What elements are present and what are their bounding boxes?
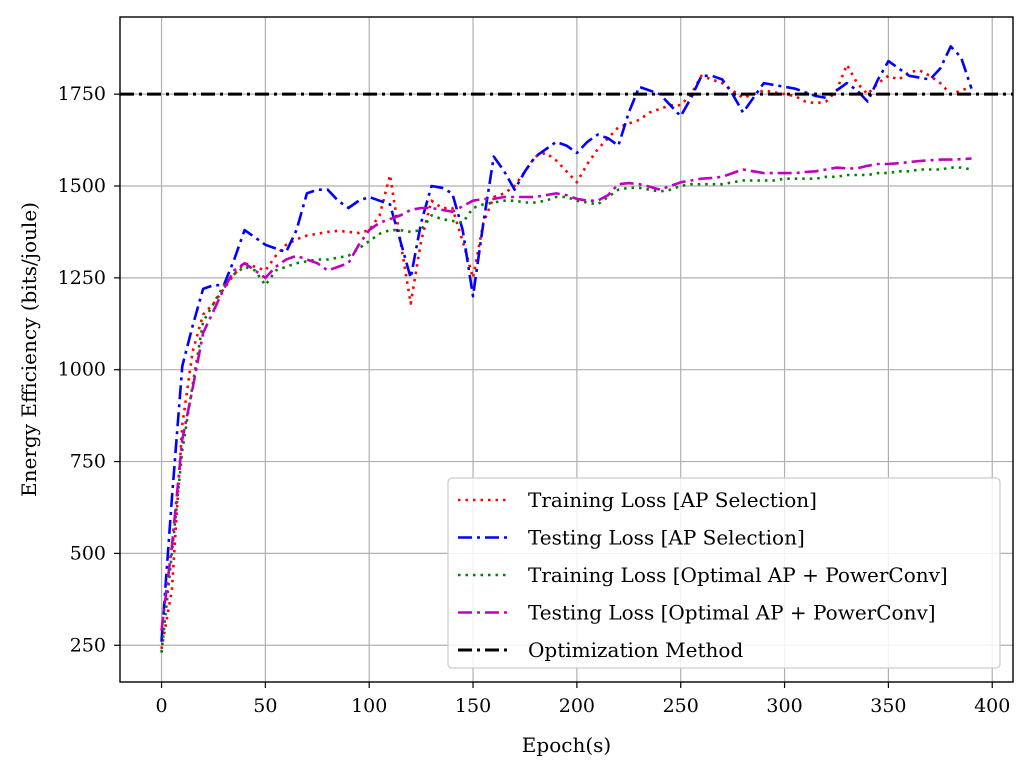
y-tick-label: 1750 (58, 83, 106, 105)
x-tick-label: 100 (351, 695, 387, 717)
plot-frame (119, 16, 1014, 683)
axis-ticks: 0 50 100 150 200 250 300 350 400 250 500 750 1000 125… (58, 83, 1011, 717)
y-tick-label: 1500 (58, 175, 106, 197)
y-axis-label: Energy Efficiency (bits/joule) (17, 202, 41, 497)
legend-label: Testing Loss [Optimal AP + PowerConv] (528, 601, 936, 625)
series-line-2 (160, 45, 973, 642)
legend-label: Optimization Method (528, 638, 743, 662)
y-tick-label: 250 (70, 634, 106, 656)
x-axis-label: Epoch(s) (522, 733, 611, 757)
y-tick-label: 1000 (58, 359, 106, 381)
x-tick-label: 250 (663, 695, 699, 717)
x-tick-label: 400 (974, 695, 1010, 717)
x-tick-label: 150 (455, 695, 491, 717)
x-tick-label: 300 (766, 695, 802, 717)
series-line-4 (160, 157, 972, 631)
x-tick-label: 200 (559, 695, 595, 717)
y-tick-label: 1250 (58, 267, 106, 289)
legend-label: Testing Loss [AP Selection] (528, 526, 805, 550)
y-tick-label: 750 (70, 451, 106, 473)
x-tick-label: 0 (155, 695, 167, 717)
x-tick-label: 50 (253, 695, 277, 717)
plot-series (120, 45, 1013, 653)
legend-box (447, 477, 1001, 669)
y-tick-label: 500 (70, 542, 106, 564)
legend-label: Training Loss [Optimal AP + PowerConv] (528, 563, 948, 587)
legend-label: Training Loss [AP Selection] (528, 488, 817, 512)
x-tick-label: 350 (870, 695, 906, 717)
legend: Training Loss [AP Selection] Testing Loss… (447, 477, 1001, 669)
